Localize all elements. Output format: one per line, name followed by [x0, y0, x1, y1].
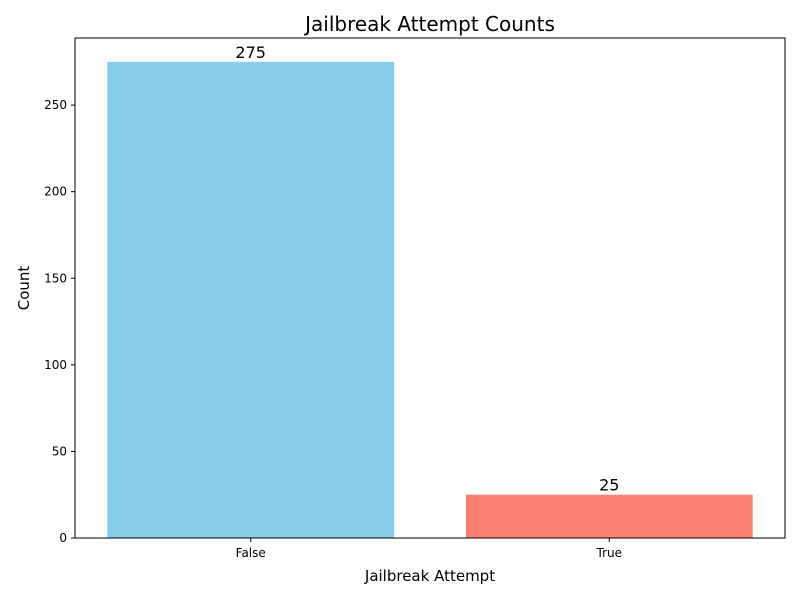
y-tick-label: 100 [44, 358, 67, 372]
x-tick-label-true: True [596, 546, 623, 560]
x-tick-label-false: False [236, 546, 266, 560]
bar-true [465, 494, 753, 538]
plot-area: 0 50 100 150 200 250 275 False 25 True [44, 43, 753, 560]
y-tick-label: 0 [59, 531, 67, 545]
y-tick-label: 250 [44, 98, 67, 112]
y-tick-label: 150 [44, 271, 67, 285]
data-label-false: 275 [235, 43, 266, 62]
y-tick-label: 200 [44, 185, 67, 199]
plot-frame [74, 37, 786, 539]
data-label-true: 25 [599, 476, 619, 495]
y-axis-label: Count [15, 266, 33, 311]
bar-false [107, 61, 395, 539]
x-axis-label: Jailbreak Attempt [364, 567, 495, 585]
chart-title: Jailbreak Attempt Counts [303, 12, 555, 36]
y-tick-label: 50 [52, 444, 67, 458]
